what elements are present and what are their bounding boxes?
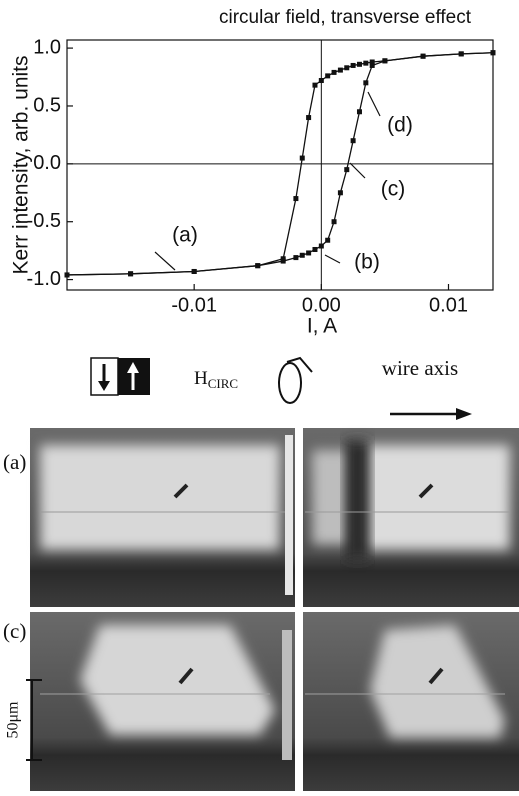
data-point [293, 255, 299, 261]
data-point [420, 53, 426, 59]
plot-frame [66, 39, 494, 291]
field-symbol: H [194, 368, 208, 389]
data-point [312, 82, 318, 88]
annotation-leader [154, 251, 176, 271]
data-point [293, 196, 299, 202]
annotation: (a) [172, 224, 198, 247]
data-point [306, 250, 312, 256]
image-label: (a) [3, 450, 26, 474]
y-tick-label: -0.5 [27, 210, 61, 232]
data-point [312, 246, 318, 252]
data-point [280, 256, 286, 262]
annotation-leader [324, 254, 341, 264]
y-tick-label: 0.5 [33, 94, 61, 116]
data-point [458, 51, 464, 57]
data-point [363, 60, 369, 66]
micrograph-c-left [30, 612, 295, 791]
data-point [299, 155, 305, 161]
data-point [356, 61, 362, 67]
data-point [369, 62, 375, 68]
annotation: (b) [354, 251, 380, 274]
micrograph-a-left [30, 428, 295, 607]
data-point [363, 80, 369, 86]
data-point [356, 109, 362, 115]
data-point [318, 243, 324, 249]
data-point [325, 73, 331, 79]
data-point [191, 268, 197, 274]
image-label: (c) [3, 619, 26, 643]
field-subscript: CIRC [208, 376, 238, 391]
data-point [490, 50, 496, 56]
data-point [128, 271, 134, 277]
y-tick-label: -1.0 [27, 268, 61, 290]
circular-field-icon [278, 356, 313, 404]
domain-icon [90, 357, 150, 396]
data-point [369, 59, 375, 65]
data-point [350, 62, 356, 68]
y-axis-label: Kerr intensity, arb. units [10, 55, 33, 274]
data-point [318, 78, 324, 84]
annotation: (d) [387, 114, 413, 137]
annotation: (c) [381, 178, 406, 201]
y-tick-label: 0.0 [33, 152, 61, 174]
micrograph-a-right [303, 428, 519, 607]
data-point [299, 252, 305, 258]
direction-arrowhead [456, 408, 472, 420]
data-point [337, 190, 343, 196]
loop-branch [66, 52, 494, 276]
data-point [325, 237, 331, 243]
loop-branch [66, 52, 494, 276]
data-point [344, 65, 350, 71]
data-point [306, 115, 312, 121]
x-tick-label: 0.01 [429, 294, 468, 316]
scale-bar-label: 50μm [5, 701, 22, 739]
data-point [337, 67, 343, 73]
scale-bar [26, 679, 42, 761]
data-point [382, 58, 388, 64]
chart-title: circular field, transverse effect [219, 7, 472, 28]
micrograph-c-right [303, 612, 519, 791]
direction-label: wire axis [382, 356, 458, 380]
data-point [344, 167, 350, 173]
data-point [331, 219, 337, 225]
annotation-leader [367, 91, 381, 117]
y-tick-label: 1.0 [33, 36, 61, 58]
data-point [331, 69, 337, 75]
field-label: HCIRC [194, 368, 238, 391]
data-point [255, 263, 261, 269]
x-tick-label: -0.01 [171, 294, 217, 316]
x-axis-label: I, A [307, 315, 337, 338]
x-tick-label: 0.00 [302, 294, 341, 316]
annotation-leader [349, 162, 366, 179]
data-point [64, 272, 70, 278]
data-point [350, 138, 356, 144]
